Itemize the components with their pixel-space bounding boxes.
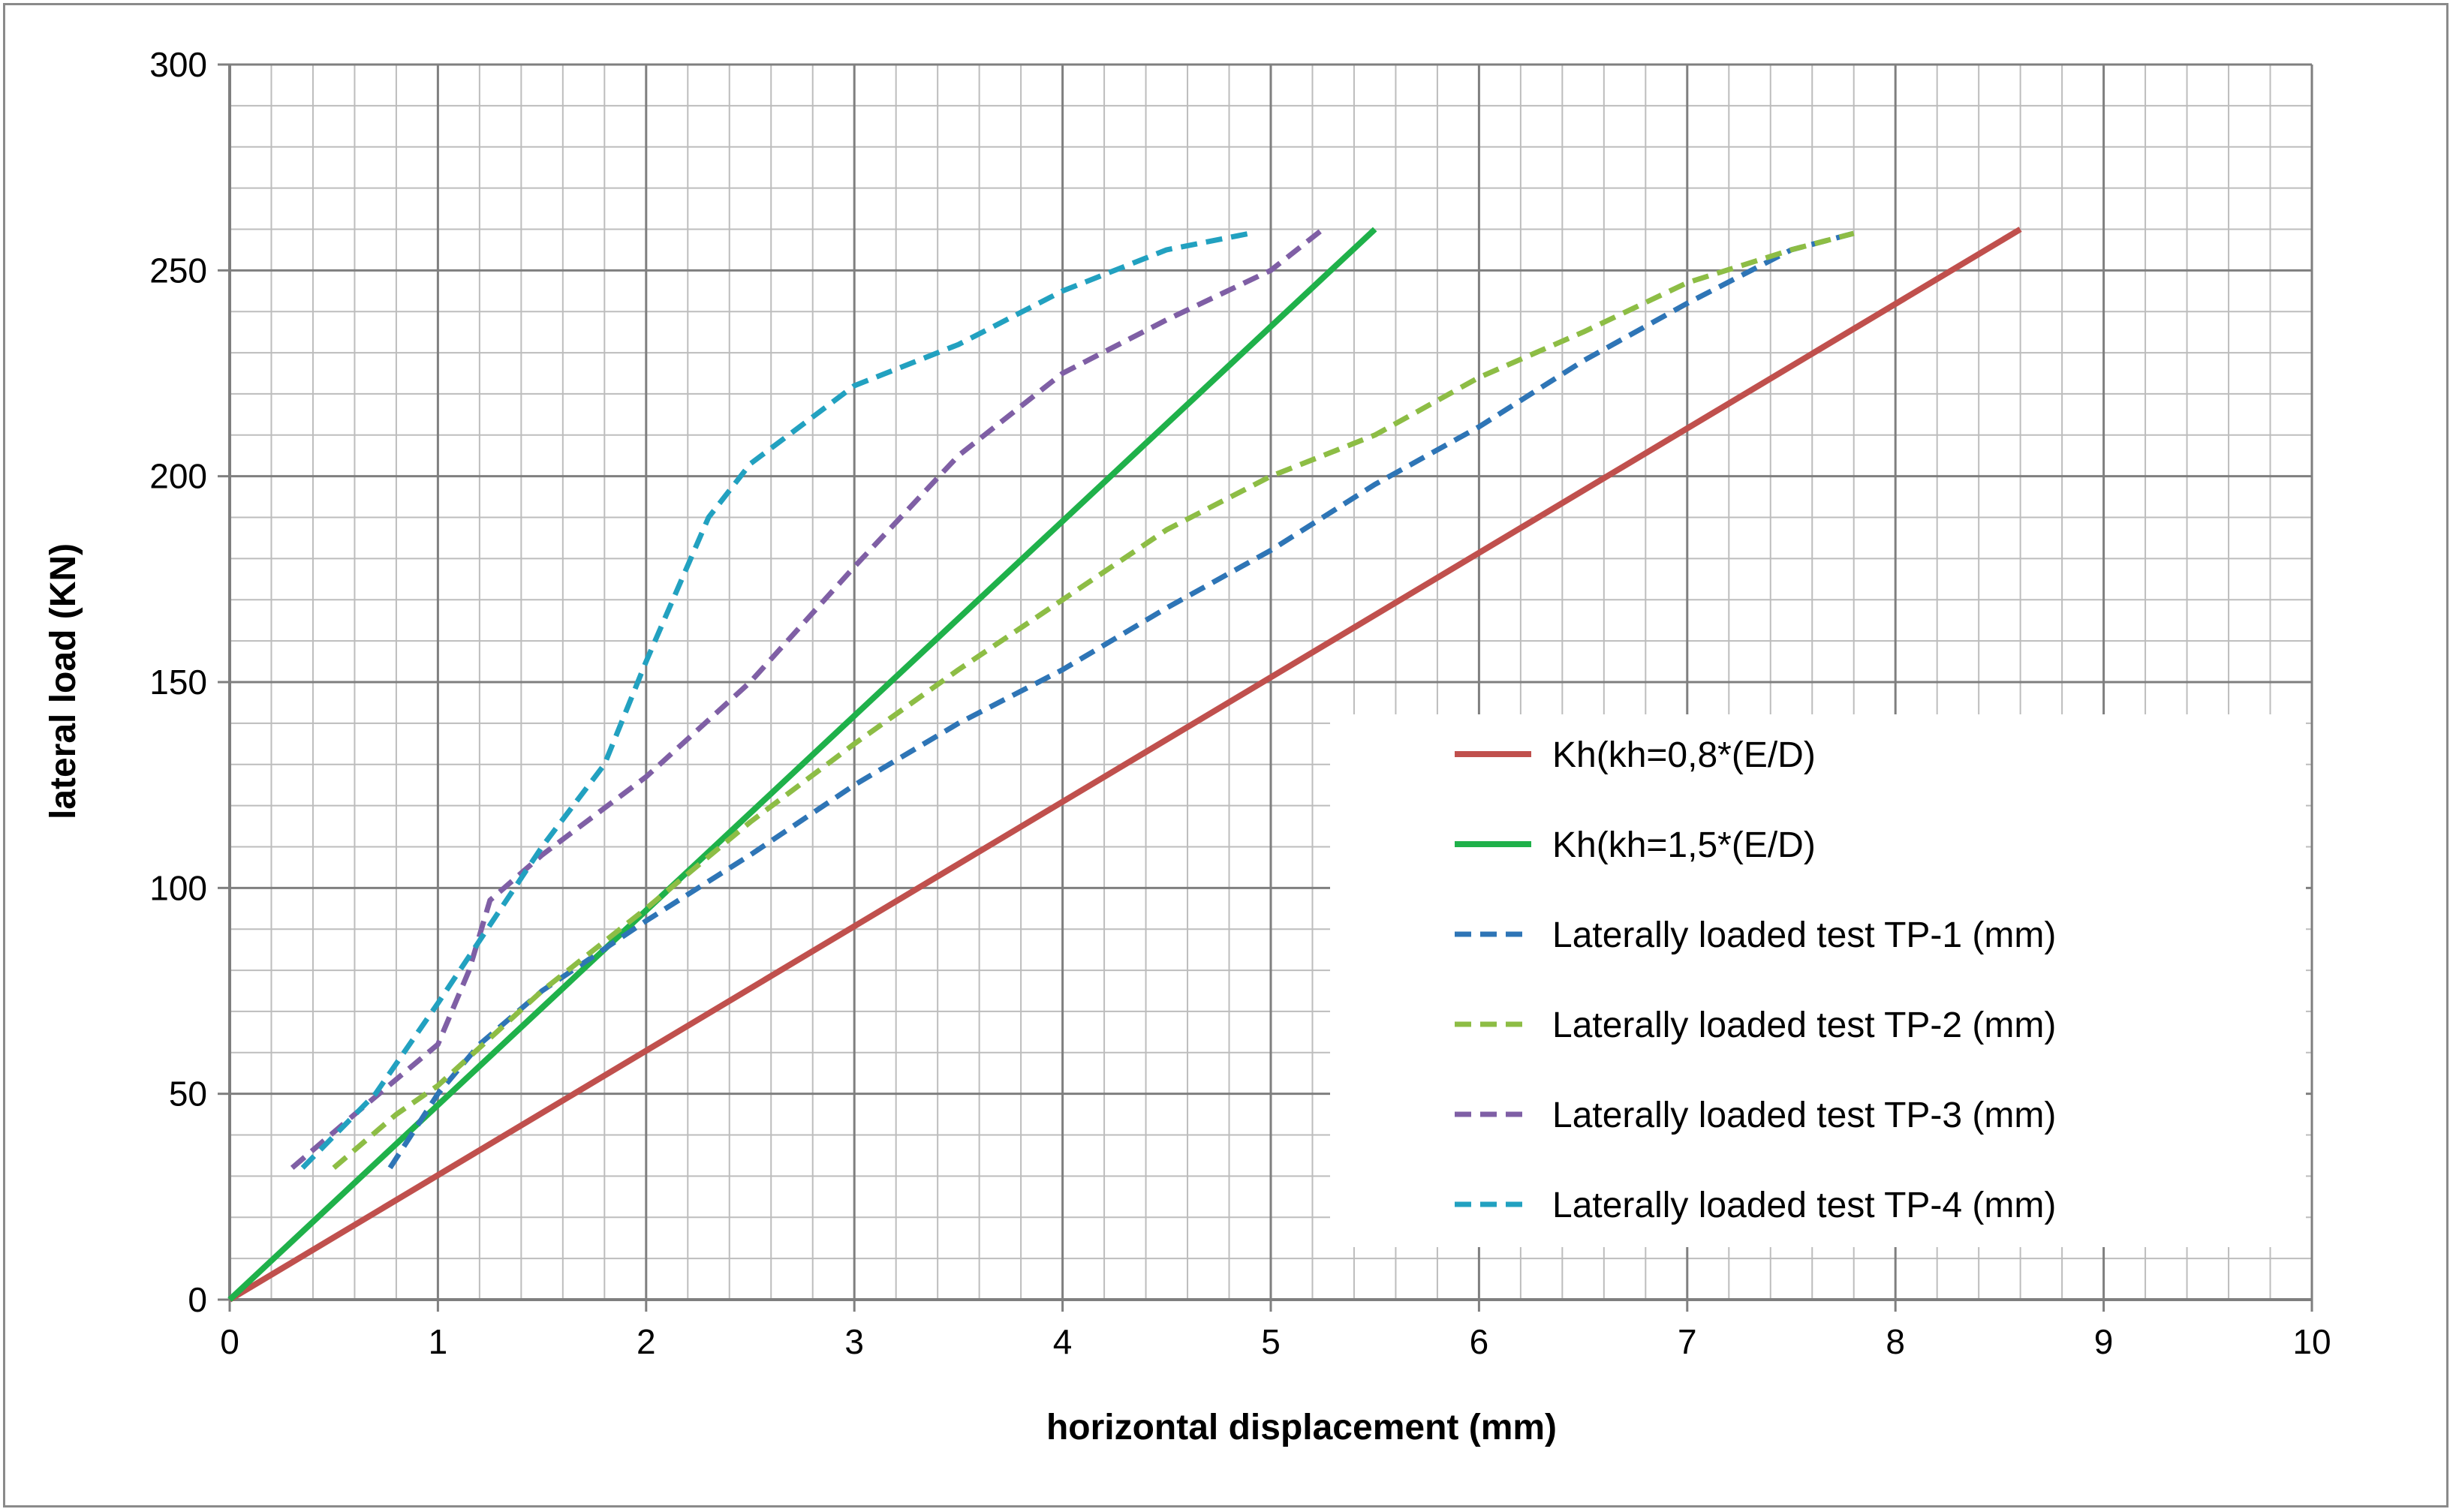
- y-tick-label: 300: [149, 45, 207, 84]
- x-tick-label: 6: [1470, 1322, 1489, 1361]
- y-tick-label: 50: [169, 1075, 207, 1114]
- y-tick-label: 100: [149, 868, 207, 907]
- x-tick-label: 3: [844, 1322, 864, 1361]
- legend-label-1: Kh(kh=0,8*(E/D): [1552, 735, 1816, 775]
- y-tick-label: 150: [149, 663, 207, 702]
- legend-label-4: Laterally loaded test TP-2 (mm): [1552, 1005, 2056, 1045]
- x-tick-labels: 0 1 2 3 4 5 6 7 8 9 10: [220, 1322, 2331, 1361]
- series-layer: [227, 227, 2022, 1303]
- legend-label-2: Kh(kh=1,5*(E/D): [1552, 825, 1816, 865]
- series-line-4: [332, 230, 1855, 1171]
- y-tick-label: 200: [149, 457, 207, 496]
- legend: Kh(kh=0,8*(E/D) Kh(kh=1,5*(E/D) Laterally …: [1330, 714, 2306, 1247]
- legend-box: [1330, 714, 2306, 1247]
- x-tick-label: 0: [220, 1322, 239, 1361]
- x-tick-label: 1: [429, 1322, 448, 1361]
- x-tick-label: 2: [637, 1322, 656, 1361]
- x-tick-label: 8: [1886, 1322, 1905, 1361]
- series-line-3: [387, 230, 1855, 1170]
- y-tick-label: 0: [188, 1280, 207, 1319]
- x-tick-label: 10: [2292, 1322, 2331, 1361]
- x-tick-label: 4: [1053, 1322, 1073, 1361]
- y-tick-label: 250: [149, 251, 207, 290]
- x-tick-label: 7: [1678, 1322, 1697, 1361]
- y-tick-labels: 0 50 100 150 200 250 300: [149, 45, 207, 1319]
- axes: [218, 63, 2313, 1312]
- legend-label-6: Laterally loaded test TP-4 (mm): [1552, 1186, 2056, 1225]
- legend-label-5: Laterally loaded test TP-3 (mm): [1552, 1096, 2056, 1135]
- legend-label-3: Laterally loaded test TP-1 (mm): [1552, 915, 2056, 955]
- x-tick-label: 5: [1261, 1322, 1281, 1361]
- series-line-1: [227, 227, 2022, 1303]
- series-line-5: [290, 227, 1325, 1171]
- series-line-6: [300, 230, 1251, 1170]
- x-axis-title: horizontal displacement (mm): [1046, 1408, 1557, 1447]
- y-axis-title: lateral load (KN): [44, 543, 83, 819]
- x-tick-label: 9: [2094, 1322, 2114, 1361]
